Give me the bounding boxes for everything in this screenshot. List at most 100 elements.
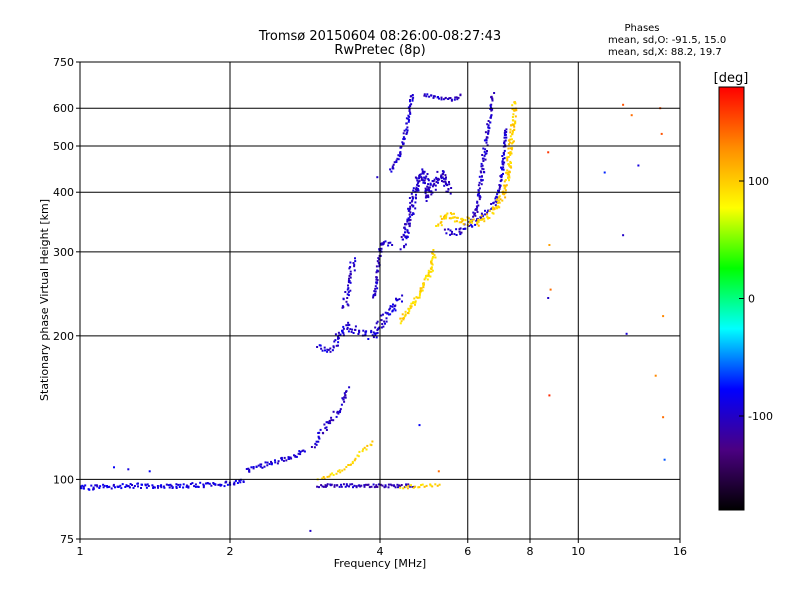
data-point-1187 [509,154,512,156]
data-point-1297 [418,424,421,427]
data-point-125 [245,468,248,470]
data-point-302 [382,325,385,328]
data-point-667 [411,98,414,101]
data-point-498 [417,185,420,187]
data-point-1006 [414,301,417,304]
data-point-761 [480,178,483,181]
data-point-929 [346,484,349,487]
data-point-961 [387,483,390,486]
data-point-1162 [507,177,510,180]
data-point-1172 [508,170,511,173]
data-point-1127 [492,206,494,209]
data-point-112 [226,483,229,486]
data-point-267 [350,330,353,333]
data-point-931 [348,485,350,488]
data-point-618 [393,161,396,164]
data-point-943 [363,485,366,488]
y-tick-label-2: 200 [53,330,74,343]
data-point-616 [391,165,394,168]
data-point-1163 [506,173,509,176]
data-point-768 [483,171,486,174]
data-point-1060 [437,224,440,227]
data-point-27 [114,486,116,489]
data-point-995 [410,305,413,308]
data-point-944 [364,483,367,486]
data-point-595 [444,180,447,183]
data-point-203 [335,415,338,418]
data-point-433 [402,238,404,241]
data-point-61 [160,486,163,489]
data-point-311 [386,312,389,315]
data-point-727 [470,224,473,227]
data-point-392 [378,265,381,268]
data-point-263 [347,321,350,324]
data-point-656 [407,114,410,117]
data-point-444 [407,222,410,225]
data-point-337 [347,304,350,307]
data-point-1116 [483,220,486,223]
data-point-274 [358,330,361,332]
data-point-1287 [429,484,432,487]
data-point-863 [499,184,502,187]
data-point-1309 [637,164,640,167]
data-point-1292 [113,466,115,469]
data-point-838 [481,215,484,218]
data-point-1270 [370,444,373,447]
colorbar-tick-label-2: -100 [748,410,773,423]
data-point-275 [362,329,365,332]
data-point-582 [440,177,443,180]
data-point-885 [503,157,506,160]
chart-subtitle: RwPretec (8p) [334,43,425,58]
data-point-383 [375,278,378,281]
data-point-619 [395,161,398,163]
phase-note-o: mean, sd,O: -91.5, 15.0 [608,35,726,46]
data-point-632 [400,145,403,148]
data-point-175 [313,446,316,449]
data-point-51 [145,486,148,489]
data-point-347 [347,287,350,290]
data-point-758 [480,183,483,186]
data-point-1280 [417,486,420,489]
data-point-332 [401,300,403,303]
data-point-596 [444,177,447,180]
data-point-1316 [663,458,666,461]
data-point-962 [389,483,392,486]
data-point-160 [287,456,290,459]
data-point-1070 [444,217,447,220]
data-point-34 [124,486,127,488]
data-point-282 [367,338,370,340]
data-point-246 [337,335,339,338]
data-point-40 [131,484,133,486]
data-point-994 [408,310,411,312]
data-point-681 [432,96,435,99]
data-point-1188 [510,152,513,155]
data-point-450 [404,223,407,226]
data-point-881 [502,163,505,166]
colorbar-ticks: 100 0 -100 [739,175,773,423]
data-point-48 [141,483,143,486]
data-point-523 [423,176,426,179]
data-point-952 [375,485,378,488]
data-point-657 [409,111,412,114]
data-point-313 [385,317,388,320]
data-point-1067 [443,217,446,220]
data-point-1261 [356,454,359,457]
data-point-343 [346,293,349,296]
data-point-909 [318,486,320,489]
data-point-496 [416,183,419,186]
data-point-520 [423,170,426,173]
data-point-648 [406,126,409,129]
data-point-921 [333,485,336,488]
data-point-1054 [434,256,437,259]
data-point-412 [382,243,385,245]
data-point-974 [405,483,408,486]
data-point-1256 [350,463,352,466]
data-point-780 [483,154,486,157]
data-point-959 [384,484,387,487]
data-point-1148 [501,192,504,195]
data-point-1281 [418,486,421,489]
data-point-365 [354,260,357,263]
data-point-1181 [510,162,512,164]
data-point-239 [337,344,339,347]
data-point-609 [449,192,452,195]
